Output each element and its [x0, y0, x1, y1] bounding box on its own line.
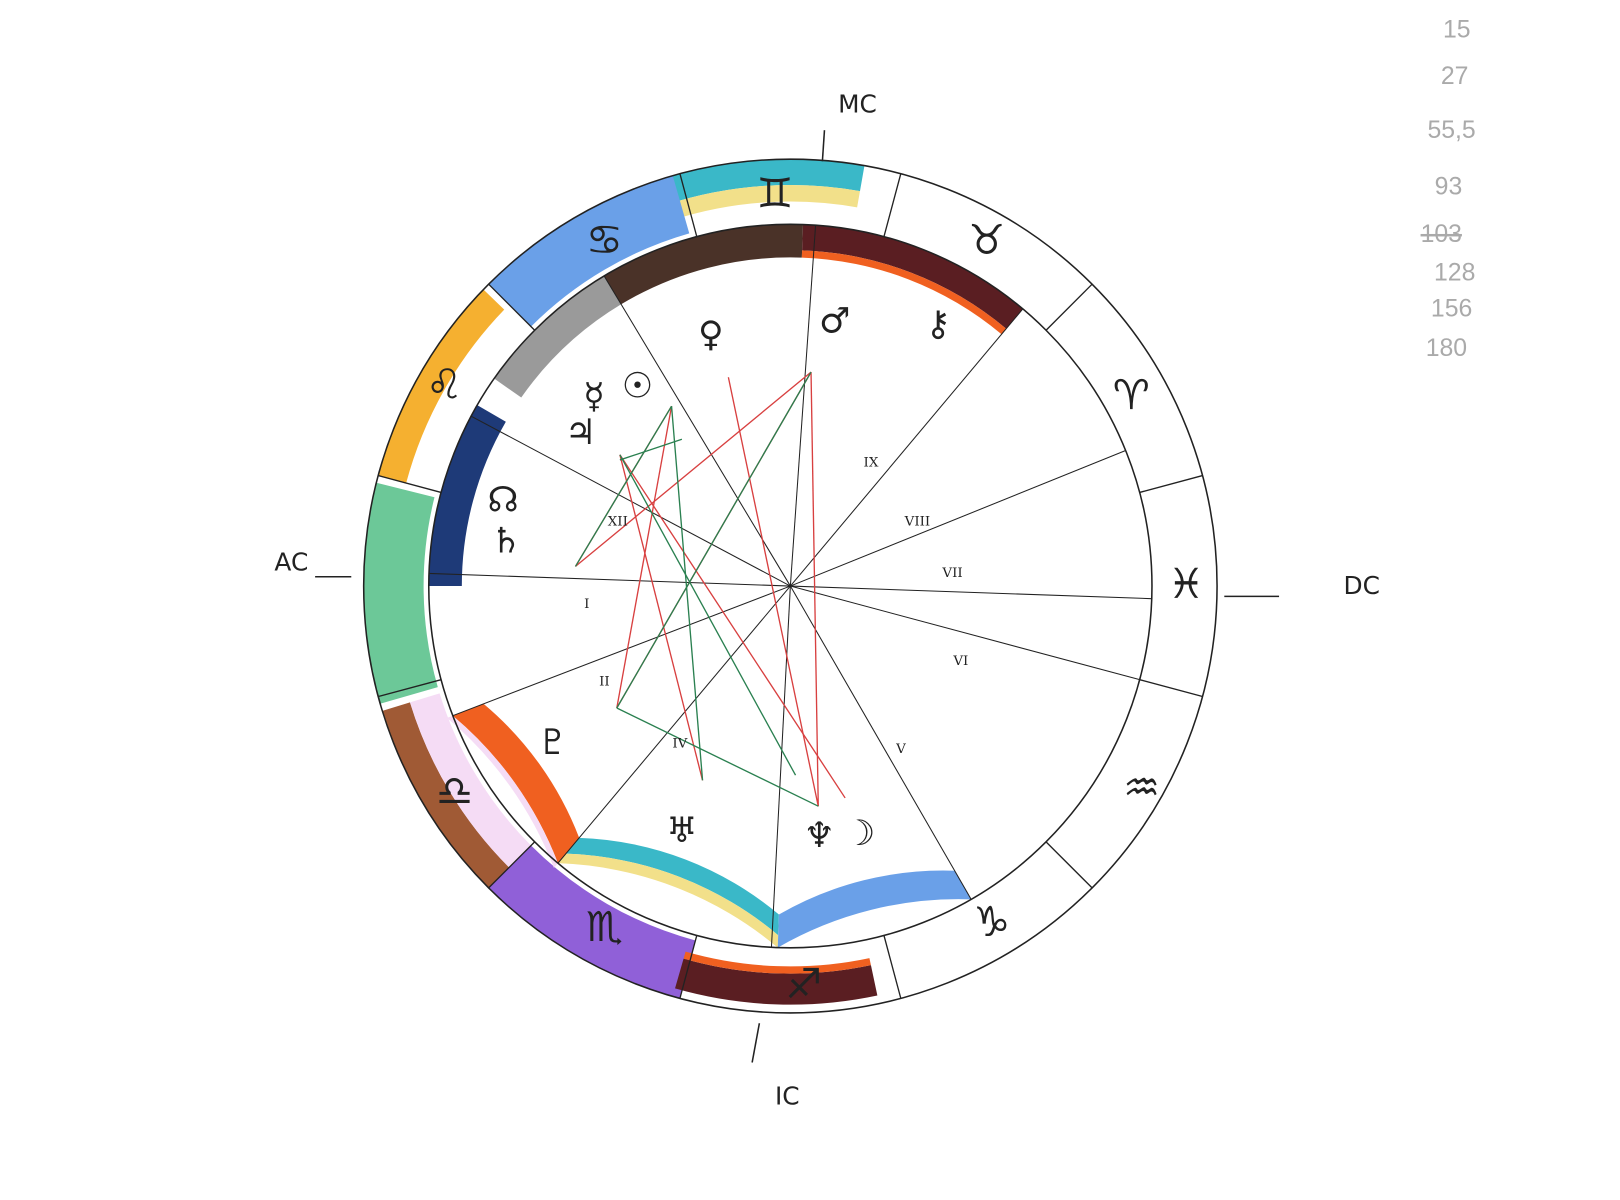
house-number: VIII: [904, 514, 931, 529]
color-band: [557, 853, 779, 948]
house-number: IV: [672, 737, 687, 752]
sign-boundary: [1045, 841, 1093, 889]
planet-glyph: ☉: [622, 366, 653, 407]
sign-boundary: [378, 679, 442, 698]
margin-note: 27: [1441, 63, 1469, 90]
planet-glyph: ♄: [491, 521, 522, 562]
color-band: [802, 224, 1023, 329]
color-band: [777, 870, 972, 948]
color-band: [801, 250, 1007, 335]
color-band: [675, 958, 878, 1005]
planet-glyph: ♇: [537, 722, 568, 763]
house-cusp: [603, 275, 791, 587]
house-cusp: [789, 225, 817, 587]
color-band: [363, 482, 438, 704]
sign-glyph: ♑: [973, 898, 1010, 946]
sign-boundary: [679, 935, 698, 999]
house-cusp: [790, 450, 1126, 587]
angle-lines: [315, 130, 1280, 1063]
sign-glyph: ♓: [1168, 560, 1205, 608]
sign-glyph: ♒: [1123, 764, 1160, 812]
house-cusp: [770, 586, 791, 948]
house-number: I: [584, 597, 589, 612]
house-number: VI: [952, 654, 968, 669]
house-number: VII: [941, 566, 962, 581]
margin-note: 180: [1426, 335, 1467, 362]
planet-glyph: ♂: [819, 300, 850, 341]
planet-glyph: ⚷: [925, 304, 951, 345]
house-number: IX: [864, 456, 879, 471]
margin-note: 93: [1435, 174, 1463, 201]
color-band: [488, 845, 696, 999]
planet-glyph: ♆: [804, 815, 835, 856]
house-cusp: [789, 308, 1024, 587]
sign-boundary: [883, 935, 902, 999]
margin-note: 15: [1443, 17, 1471, 44]
wheel: [362, 158, 1218, 1014]
color-band: [666, 185, 860, 221]
house-cusp: [790, 585, 1152, 600]
sign-glyph: ♉: [968, 216, 1005, 264]
outer-circle: [362, 158, 1218, 1014]
planet-glyph: ♃: [565, 412, 596, 453]
color-band: [494, 275, 622, 398]
sign-glyph: ♈: [1113, 371, 1150, 419]
color-band: [658, 159, 865, 205]
sign-boundary: [488, 283, 536, 331]
color-band: [452, 703, 580, 864]
color-band: [382, 702, 510, 888]
house-number: XII: [608, 514, 628, 529]
planet-glyph: ♀: [698, 314, 724, 355]
color-band: [604, 224, 803, 305]
color-band: [565, 837, 779, 936]
sign-boundary: [378, 474, 442, 494]
color-band: [488, 175, 690, 327]
house-cusp: [452, 585, 791, 717]
angle-label: MC: [838, 89, 877, 118]
color-band: [683, 951, 871, 974]
margin-note: 156: [1431, 296, 1472, 323]
house-number: V: [895, 742, 906, 757]
house-cusp: [790, 585, 1140, 681]
angle-label: DC: [1344, 571, 1380, 600]
sign-glyph: ♏: [586, 903, 623, 951]
margin-note: 55,5: [1427, 117, 1475, 144]
planet-glyph: ♅: [666, 810, 697, 851]
sign-boundary: [1139, 679, 1203, 698]
angle-label: IC: [775, 1082, 800, 1111]
house-cusp: [789, 585, 972, 900]
sign-glyph: ♌: [426, 361, 463, 409]
color-band: [409, 693, 532, 868]
inner-circle: [427, 223, 1153, 949]
house-cusp: [428, 572, 791, 587]
sign-boundary: [1045, 283, 1093, 331]
sign-boundary: [488, 841, 536, 889]
margin-note: 103: [1421, 221, 1462, 248]
angle-label: AC: [274, 547, 308, 576]
aspect-lines: [574, 371, 846, 807]
sign-boundary: [883, 173, 902, 237]
sign-boundary: [679, 173, 698, 237]
planet-glyph: ☽: [844, 813, 875, 854]
sign-glyph: ♋: [586, 216, 623, 264]
margin-note: 128: [1434, 259, 1475, 286]
house-number: II: [599, 675, 610, 690]
color-band: [378, 289, 505, 484]
planet-glyph: ☊: [488, 479, 519, 520]
house-cusp: [470, 415, 791, 587]
house-cusp: [557, 585, 791, 864]
sign-boundary: [1139, 474, 1203, 494]
color-band: [428, 405, 506, 587]
sign-glyph: ♎: [436, 767, 473, 815]
sign-glyph: ♊: [756, 169, 793, 217]
sign-glyph: ♐: [785, 960, 822, 1008]
planet-glyph: ☿: [583, 376, 605, 417]
